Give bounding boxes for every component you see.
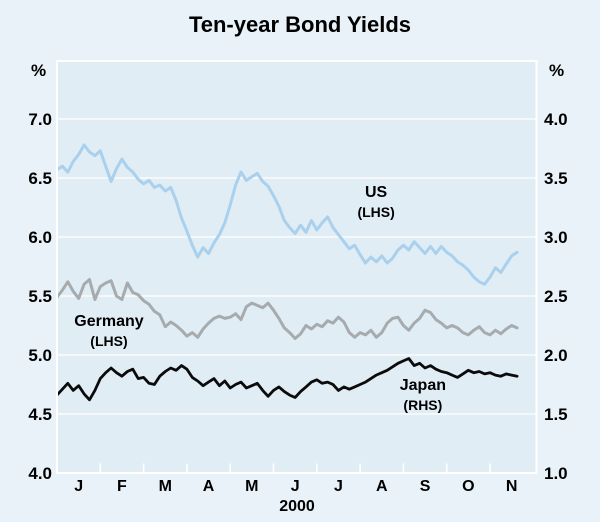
left-axis-tick-label: 6.0 bbox=[28, 228, 52, 247]
x-axis-month-label: S bbox=[420, 478, 431, 495]
series-label-germany-name: Germany bbox=[74, 312, 144, 330]
x-axis-month-label: J bbox=[291, 478, 300, 495]
left-axis-tick-label: 5.0 bbox=[28, 346, 52, 365]
plot-area bbox=[57, 61, 537, 473]
x-axis-month-label: A bbox=[203, 478, 215, 495]
x-axis-month-label: A bbox=[376, 478, 388, 495]
left-axis-unit: % bbox=[31, 61, 47, 80]
x-axis-month-label: O bbox=[462, 478, 474, 495]
series-label-us: US (LHS) bbox=[357, 183, 394, 221]
right-axis-tick-label: 3.5 bbox=[544, 169, 568, 188]
x-axis-month-label: J bbox=[334, 478, 343, 495]
series-label-us-axis: (LHS) bbox=[357, 204, 395, 221]
x-axis-month-label: N bbox=[506, 478, 518, 495]
right-axis-tick-label: 1.5 bbox=[544, 405, 568, 424]
right-axis-tick-label: 2.0 bbox=[544, 346, 568, 365]
right-axis-tick-label: 3.0 bbox=[544, 228, 568, 247]
series-label-japan: Japan (RHS) bbox=[400, 376, 446, 414]
chart-title: Ten-year Bond Yields bbox=[188, 12, 412, 37]
series-japan-line bbox=[57, 357, 519, 402]
series-label-japan-axis: (RHS) bbox=[403, 396, 443, 413]
series-us-line bbox=[57, 143, 519, 286]
series-label-japan-name: Japan bbox=[399, 376, 446, 394]
x-axis-month-label: M bbox=[159, 478, 172, 495]
series-label-germany-axis: (LHS) bbox=[90, 332, 128, 349]
x-axis-month-label: J bbox=[74, 478, 83, 495]
right-axis-tick-label: 4.0 bbox=[544, 110, 568, 129]
plot-frame bbox=[56, 60, 538, 474]
right-axis-unit: % bbox=[549, 61, 565, 80]
x-axis-month-label: M bbox=[245, 478, 258, 495]
left-axis-tick-label: 6.5 bbox=[28, 169, 52, 188]
series-label-us-name: US bbox=[364, 184, 388, 202]
x-axis-month-label: F bbox=[117, 478, 127, 495]
left-axis-tick-label: 4.5 bbox=[28, 405, 52, 424]
x-axis-year-caption: 2000 bbox=[279, 498, 315, 515]
left-axis-tick-label: 4.0 bbox=[28, 464, 52, 483]
series-label-germany: Germany (LHS) bbox=[74, 312, 143, 350]
right-axis-tick-label: 1.0 bbox=[544, 464, 568, 483]
right-axis-tick-label: 2.5 bbox=[544, 287, 568, 306]
left-axis-tick-label: 5.5 bbox=[28, 287, 52, 306]
left-axis-tick-label: 7.0 bbox=[28, 110, 52, 129]
series-germany-line bbox=[57, 278, 519, 340]
